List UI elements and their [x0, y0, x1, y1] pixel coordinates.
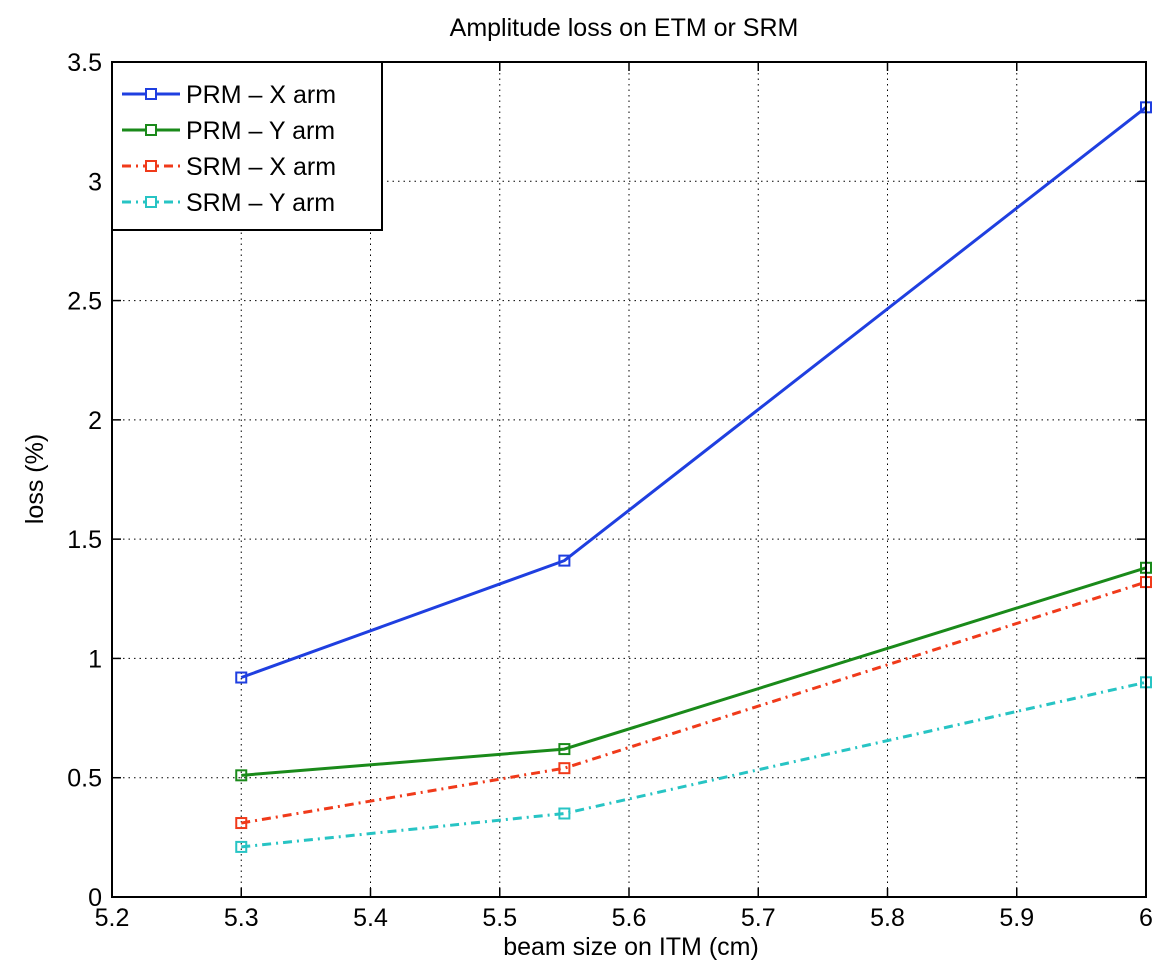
legend: PRM – X arm PRM – Y arm SRM – X arm SRM – Y…	[111, 61, 383, 231]
series-layer	[235, 101, 1152, 853]
x-tick-label: 5.9	[999, 904, 1034, 932]
series-3	[235, 576, 1152, 830]
data-point-marker	[558, 743, 571, 756]
x-tick-label: 5.8	[870, 904, 905, 932]
data-point-marker	[235, 840, 248, 853]
legend-swatch-marker	[145, 88, 157, 100]
legend-item: PRM – X arm	[122, 81, 336, 109]
tick-labels: 5.2 5.3 5.4 5.5 5.6 5.7 5.8 5.9 6 0 0.5 1 1.5 2 2.5 3 3.…	[67, 49, 1153, 932]
legend-label: PRM – X arm	[186, 81, 336, 109]
data-point-marker	[558, 807, 571, 820]
grid	[112, 62, 1146, 897]
x-tick-label: 5.7	[741, 904, 776, 932]
y-tick-label: 1	[88, 645, 102, 673]
legend-swatch-marker	[145, 196, 157, 208]
data-point-marker	[235, 769, 248, 782]
chart-title: Amplitude loss on ETM or SRM	[450, 14, 799, 42]
data-point-marker	[558, 762, 571, 775]
legend-label: SRM – Y arm	[186, 189, 335, 217]
x-tick-label: 5.2	[95, 904, 130, 932]
y-tick-label: 0.5	[67, 765, 102, 793]
y-tick-label: 0	[88, 884, 102, 912]
y-tick-label: 3	[88, 168, 102, 196]
y-tick-label: 3.5	[67, 49, 102, 77]
series-line	[240, 106, 1147, 679]
series-line	[241, 566, 1147, 777]
x-axis-label: beam size on ITM (cm)	[503, 933, 759, 961]
legend-label: SRM – X arm	[186, 153, 336, 181]
x-tick-label: 5.3	[224, 904, 259, 932]
data-point-marker	[235, 671, 248, 684]
series-1	[235, 101, 1152, 684]
y-tick-label: 1.5	[67, 526, 102, 554]
series-2	[235, 561, 1152, 782]
data-point-marker	[558, 554, 571, 567]
x-tick-label: 5.4	[353, 904, 388, 932]
series-line	[241, 680, 1147, 849]
data-point-marker	[235, 817, 248, 830]
x-tick-label: 6	[1139, 904, 1153, 932]
legend-swatch-marker	[145, 124, 157, 136]
x-tick-label: 5.6	[612, 904, 647, 932]
ticks	[111, 61, 1147, 898]
series-line	[240, 580, 1147, 825]
legend-item: PRM – Y arm	[122, 117, 335, 145]
x-tick-label: 5.5	[482, 904, 517, 932]
legend-item: SRM – Y arm	[122, 189, 335, 217]
y-tick-label: 2	[88, 407, 102, 435]
y-tick-label: 2.5	[67, 288, 102, 316]
y-axis-label: loss (%)	[21, 434, 49, 524]
legend-swatch-marker	[145, 160, 157, 172]
legend-label: PRM – Y arm	[186, 117, 335, 145]
legend-item: SRM – X arm	[122, 153, 336, 181]
